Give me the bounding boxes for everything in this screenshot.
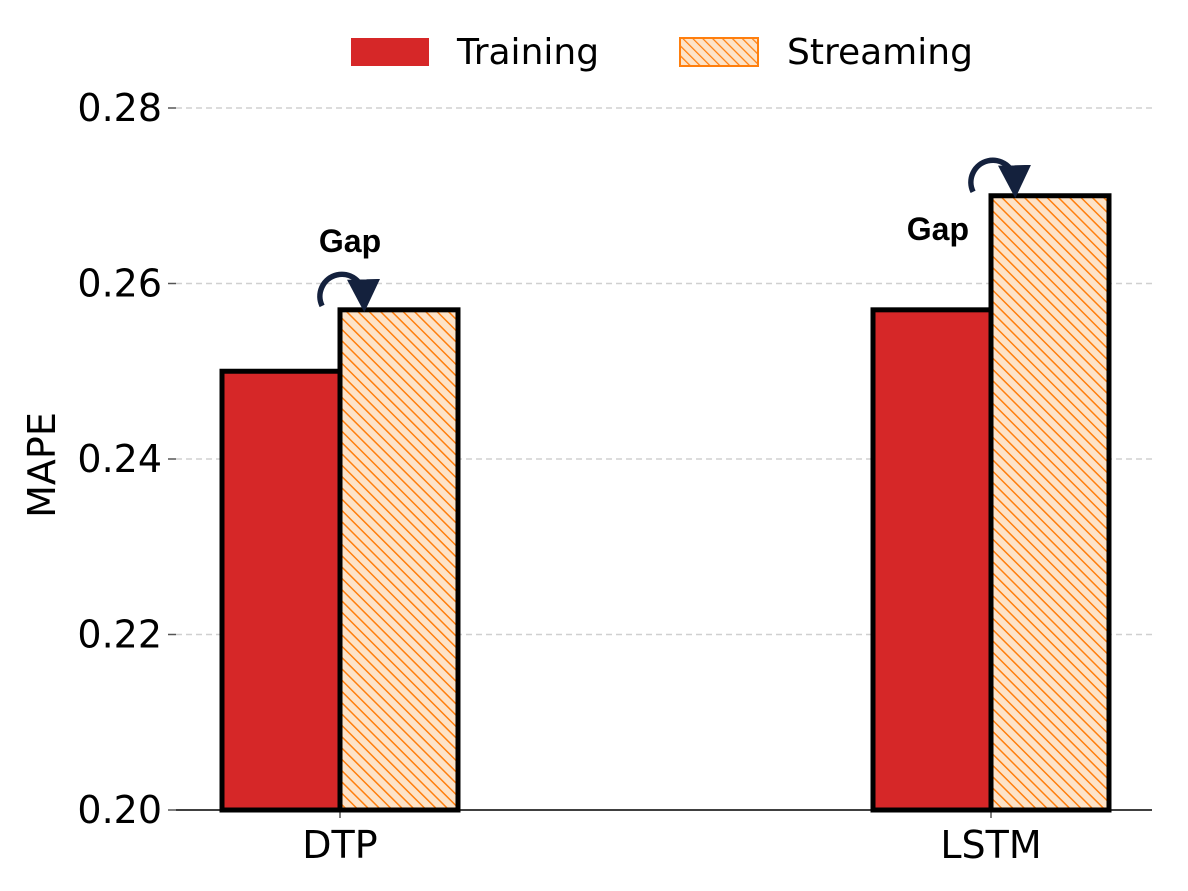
legend: Training Streaming <box>351 32 973 73</box>
y-axis-title: MAPE <box>20 412 64 518</box>
bar-training-lstm <box>870 307 994 813</box>
gap-label: Gap <box>319 223 381 259</box>
legend-label-training: Training <box>456 32 599 73</box>
legend-swatch-streaming <box>679 37 759 67</box>
annotations: Gap Gap <box>317 157 1031 313</box>
gap-arrow-icon <box>317 271 380 313</box>
y-tick-label: 0.26 <box>77 262 162 306</box>
gap-label: Gap <box>907 211 969 247</box>
y-tick-label: 0.22 <box>77 613 162 657</box>
y-tick-label: 0.20 <box>77 788 162 832</box>
bars <box>219 193 1112 813</box>
x-tick-label-lstm: LSTM <box>940 823 1041 867</box>
bar-streaming-dtp <box>337 307 461 813</box>
legend-label-streaming: Streaming <box>787 32 973 73</box>
y-tick-label: 0.28 <box>77 86 162 130</box>
legend-swatch-training <box>351 38 429 66</box>
bar-streaming-lstm <box>988 193 1112 813</box>
x-tick-label-dtp: DTP <box>302 823 377 867</box>
gap-arrow-icon <box>968 157 1031 199</box>
bar-training-dtp <box>219 368 343 813</box>
y-tick-label: 0.24 <box>77 437 162 481</box>
